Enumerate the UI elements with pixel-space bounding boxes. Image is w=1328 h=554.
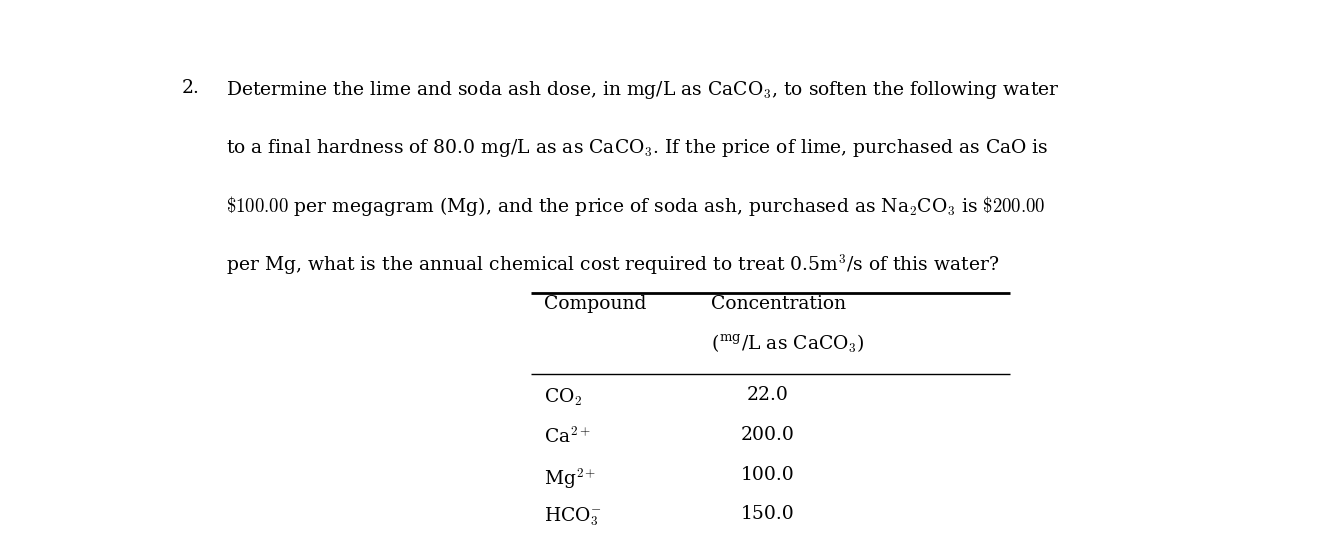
Text: 100.0: 100.0 [741, 466, 795, 484]
Text: Mg$^{2+}$: Mg$^{2+}$ [543, 466, 596, 491]
Text: Ca$^{2+}$: Ca$^{2+}$ [543, 426, 591, 447]
Text: 150.0: 150.0 [741, 505, 795, 524]
Text: Compound: Compound [543, 295, 647, 312]
Text: $\$100.00$ per megagram (Mg), and the price of soda ash, purchased as Na$_2$CO$_: $\$100.00$ per megagram (Mg), and the pr… [226, 194, 1045, 218]
Text: Concentration: Concentration [712, 295, 847, 312]
Text: ($^{\mathregular{mg}}$/L as CaCO$_3$): ($^{\mathregular{mg}}$/L as CaCO$_3$) [712, 333, 865, 355]
Text: 200.0: 200.0 [741, 426, 795, 444]
Text: 2.: 2. [182, 79, 199, 98]
Text: per Mg, what is the annual chemical cost required to treat 0.5m$^3$/s of this wa: per Mg, what is the annual chemical cost… [226, 252, 999, 277]
Text: CO$_2$: CO$_2$ [543, 387, 582, 408]
Text: to a final hardness of 80.0 mg/L as as CaCO$_3$. If the price of lime, purchased: to a final hardness of 80.0 mg/L as as C… [226, 137, 1048, 159]
Text: Determine the lime and soda ash dose, in mg/L as CaCO$_3$, to soften the followi: Determine the lime and soda ash dose, in… [226, 79, 1060, 101]
Text: 22.0: 22.0 [748, 387, 789, 404]
Text: HCO$_3^{-}$: HCO$_3^{-}$ [543, 505, 602, 528]
